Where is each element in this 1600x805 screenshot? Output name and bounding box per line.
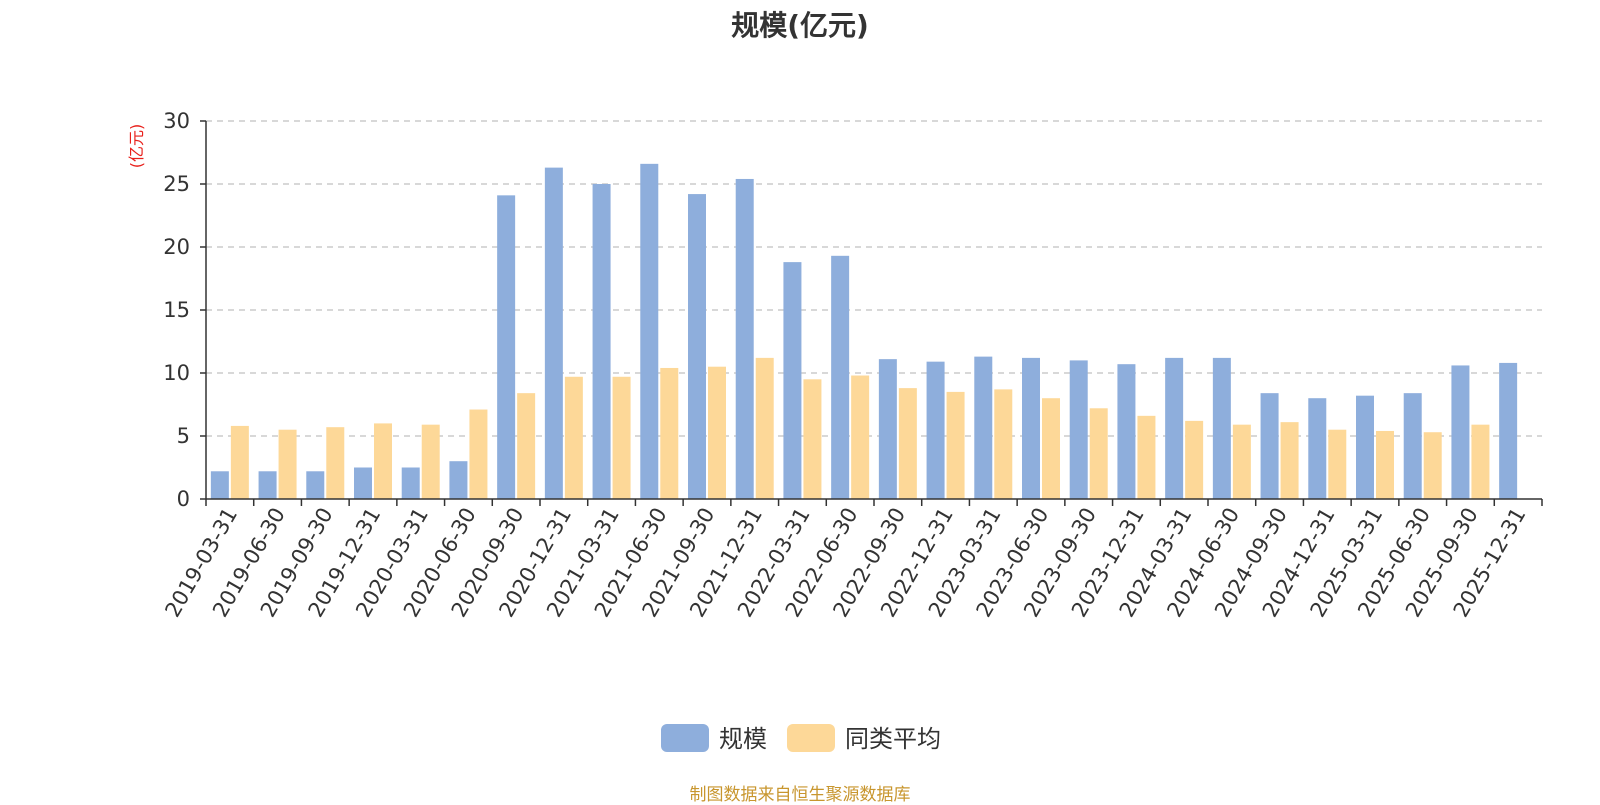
x-tick-labels: 2019-03-312019-06-302019-09-302019-12-31… xyxy=(160,499,1543,621)
bar-peer-average xyxy=(421,424,440,499)
bar-scale xyxy=(258,471,277,499)
bar-peer-average xyxy=(1089,408,1108,499)
bar-peer-average xyxy=(1376,430,1394,499)
bar-peer-average xyxy=(326,427,345,499)
bar-scale xyxy=(210,471,229,499)
bar-scale xyxy=(974,356,993,499)
bar-peer-average xyxy=(660,367,679,499)
bar-peer-average xyxy=(803,379,822,499)
y-tick-label: 5 xyxy=(177,424,190,448)
legend: 规模 同类平均 xyxy=(661,724,941,753)
bar-scale xyxy=(306,471,325,499)
bar-peer-average xyxy=(708,366,726,499)
bar-scale xyxy=(1165,357,1184,499)
bar-scale xyxy=(1308,398,1327,499)
bar-peer-average xyxy=(994,389,1013,499)
bar-peer-average xyxy=(851,375,870,499)
bar-scale xyxy=(1117,364,1136,499)
bar-scale xyxy=(497,195,516,499)
bar-peer-average xyxy=(564,376,583,499)
y-tick-label: 20 xyxy=(163,235,190,259)
bar-peer-average xyxy=(946,391,965,499)
bar-scale xyxy=(878,359,897,499)
bar-peer-average xyxy=(612,376,631,499)
grid-lines xyxy=(206,120,1542,437)
bar-peer-average xyxy=(755,357,774,499)
bar-peer-average xyxy=(1423,432,1442,499)
bar-scale xyxy=(735,178,754,499)
bar-scale xyxy=(449,461,468,499)
legend-item-scale[interactable]: 规模 xyxy=(661,724,767,753)
bar-peer-average xyxy=(1232,424,1251,499)
bar-scale xyxy=(354,467,372,499)
y-tick-label: 10 xyxy=(163,361,190,385)
y-tick-label: 30 xyxy=(163,109,190,133)
bar-scale xyxy=(544,167,563,499)
legend-swatch xyxy=(787,724,835,752)
bar-scale xyxy=(831,255,850,499)
bar-peer-average xyxy=(230,425,249,499)
bar-scale xyxy=(783,262,802,499)
chart-title: 规模(亿元) xyxy=(731,9,869,42)
bar-peer-average xyxy=(278,429,297,499)
bar-peer-average xyxy=(374,423,392,499)
bar-scale xyxy=(1403,393,1422,499)
bar-peer-average xyxy=(898,388,917,499)
bar-scale xyxy=(1356,395,1374,499)
source-note: 制图数据来自恒生聚源数据库 xyxy=(689,785,911,805)
bar-scale xyxy=(1212,357,1231,499)
legend-swatch xyxy=(661,724,709,752)
bar-scale xyxy=(1069,360,1088,499)
bar-peer-average xyxy=(469,409,488,499)
bar-scale xyxy=(640,163,659,499)
bar-scale xyxy=(1022,357,1040,499)
bar-peer-average xyxy=(1328,429,1347,499)
bar-peer-average xyxy=(1185,420,1204,499)
bar-peer-average xyxy=(1042,398,1060,499)
y-tick-label: 25 xyxy=(163,172,190,196)
y-axis-unit-label: (亿元) xyxy=(127,124,146,169)
bar-peer-average xyxy=(1137,415,1156,499)
bar-series xyxy=(210,163,1518,499)
bar-scale xyxy=(1499,362,1518,499)
bar-scale xyxy=(401,467,420,499)
y-tick-labels: 0 5 10 15 20 25 30 xyxy=(163,109,206,511)
bar-scale xyxy=(1260,393,1279,499)
legend-item-peer-average[interactable]: 同类平均 xyxy=(787,724,941,753)
bar-scale xyxy=(926,361,945,499)
y-tick-label: 0 xyxy=(177,487,190,511)
bar-peer-average xyxy=(517,393,536,499)
bar-scale xyxy=(592,184,611,499)
y-tick-label: 15 xyxy=(163,298,190,322)
legend-label: 同类平均 xyxy=(845,725,941,753)
bar-scale xyxy=(688,194,706,499)
bar-scale xyxy=(1451,365,1470,499)
bar-peer-average xyxy=(1471,424,1490,499)
bar-peer-average xyxy=(1280,422,1299,499)
legend-label: 规模 xyxy=(719,725,767,753)
